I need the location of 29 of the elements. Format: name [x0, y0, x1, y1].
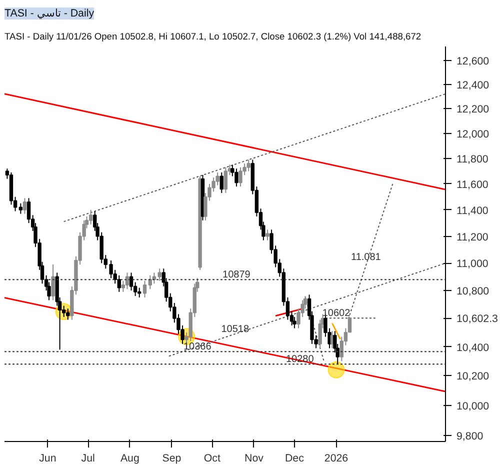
- annotation: 11.081: [351, 252, 382, 263]
- y-tick-label: 12,000: [456, 128, 490, 140]
- y-tick-label: 10,200: [456, 370, 490, 383]
- x-tick-label: Dec: [284, 452, 305, 464]
- y-tick-label: 11,600: [456, 178, 488, 191]
- x-tick-label: Aug: [120, 452, 140, 464]
- y-tick-label: 10,602.3: [456, 313, 498, 326]
- y-tick-label: 9,800: [456, 430, 484, 442]
- y-tick-label: 10,000: [456, 400, 490, 412]
- x-tick-label: Oct: [204, 452, 221, 464]
- y-tick-label: 11,400: [456, 204, 488, 217]
- y-tick-label: 11,000: [456, 258, 488, 270]
- annotation: 10879: [222, 270, 251, 281]
- y-tick-label: 12,400: [456, 79, 490, 92]
- chart-subtitle: TASI - Daily 11/01/26 Open 10502.8, Hi 10607.1, Lo 10502.7, Close 10602.3 (1.2%) Vol 141,488,672: [4, 32, 422, 42]
- x-tick-label: Jul: [81, 452, 95, 464]
- x-tick-label: Jun: [39, 452, 56, 464]
- y-tick-label: 11,200: [456, 231, 488, 244]
- x-tick-label: Sep: [162, 452, 182, 464]
- annotation: 10602: [322, 308, 351, 320]
- y-tick-label: 10,800: [456, 286, 490, 298]
- y-tick-label: 11,800: [456, 153, 488, 166]
- annotation: 10518: [221, 324, 250, 335]
- y-tick-label: 12,600: [456, 56, 490, 68]
- y-tick-label: 12,200: [456, 104, 490, 116]
- x-tick-label: Nov: [244, 452, 264, 464]
- y-tick-label: 10,400: [456, 342, 490, 354]
- x-tick-label: 2026: [324, 452, 348, 464]
- chart-title: TASI - تاسي - Daily: [4, 8, 95, 20]
